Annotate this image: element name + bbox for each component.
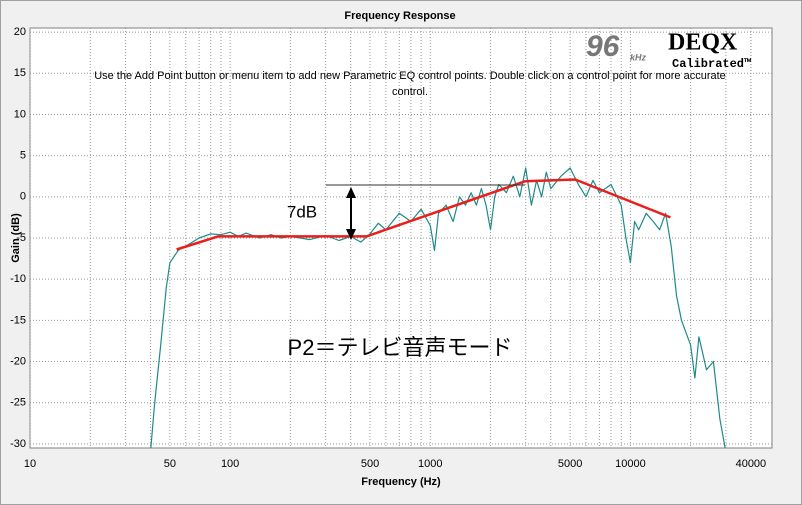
y-axis-label: Gain (dB) <box>10 213 22 263</box>
chart-title: Frequency Response <box>344 10 455 22</box>
y-tick-label: 5 <box>20 150 26 162</box>
x-tick-label: 10 <box>24 458 36 470</box>
x-tick-label: 100 <box>221 458 239 470</box>
y-tick-label: 0 <box>20 191 26 203</box>
x-tick-label: 50 <box>164 458 176 470</box>
y-tick-label: -15 <box>10 314 26 326</box>
y-tick-label: -20 <box>10 355 26 367</box>
mode-label: P2＝テレビ音声モード <box>288 335 513 360</box>
x-axis-label: Frequency (Hz) <box>361 476 441 488</box>
y-tick-label: -25 <box>10 397 26 409</box>
y-tick-label: 15 <box>14 67 26 79</box>
x-tick-label: 1000 <box>418 458 442 470</box>
marks <box>29 28 772 448</box>
y-tick-label: -5 <box>16 232 26 244</box>
x-tick-label: 5000 <box>558 458 582 470</box>
logo-brand: DEQX <box>668 30 738 56</box>
help-text: Use the Add Point button or menu item to… <box>94 70 726 82</box>
help-text: control. <box>392 86 428 98</box>
y-tick-label: -30 <box>10 438 26 450</box>
logo-rate: 96 <box>586 30 620 63</box>
x-tick-label: 40000 <box>736 458 767 470</box>
gap-label: 7dB <box>287 202 317 221</box>
y-tick-label: -10 <box>10 273 26 285</box>
arrow-head <box>346 229 356 240</box>
y-tick-label: 10 <box>14 108 26 120</box>
arrow-head <box>346 187 356 198</box>
y-tick-label: 20 <box>14 26 26 38</box>
logo-tag: Calibrated™ <box>672 57 751 71</box>
x-tick-label: 10000 <box>615 458 646 470</box>
series-line <box>176 178 671 251</box>
logo-unit: kHz <box>630 52 647 62</box>
x-tick-label: 500 <box>361 458 379 470</box>
